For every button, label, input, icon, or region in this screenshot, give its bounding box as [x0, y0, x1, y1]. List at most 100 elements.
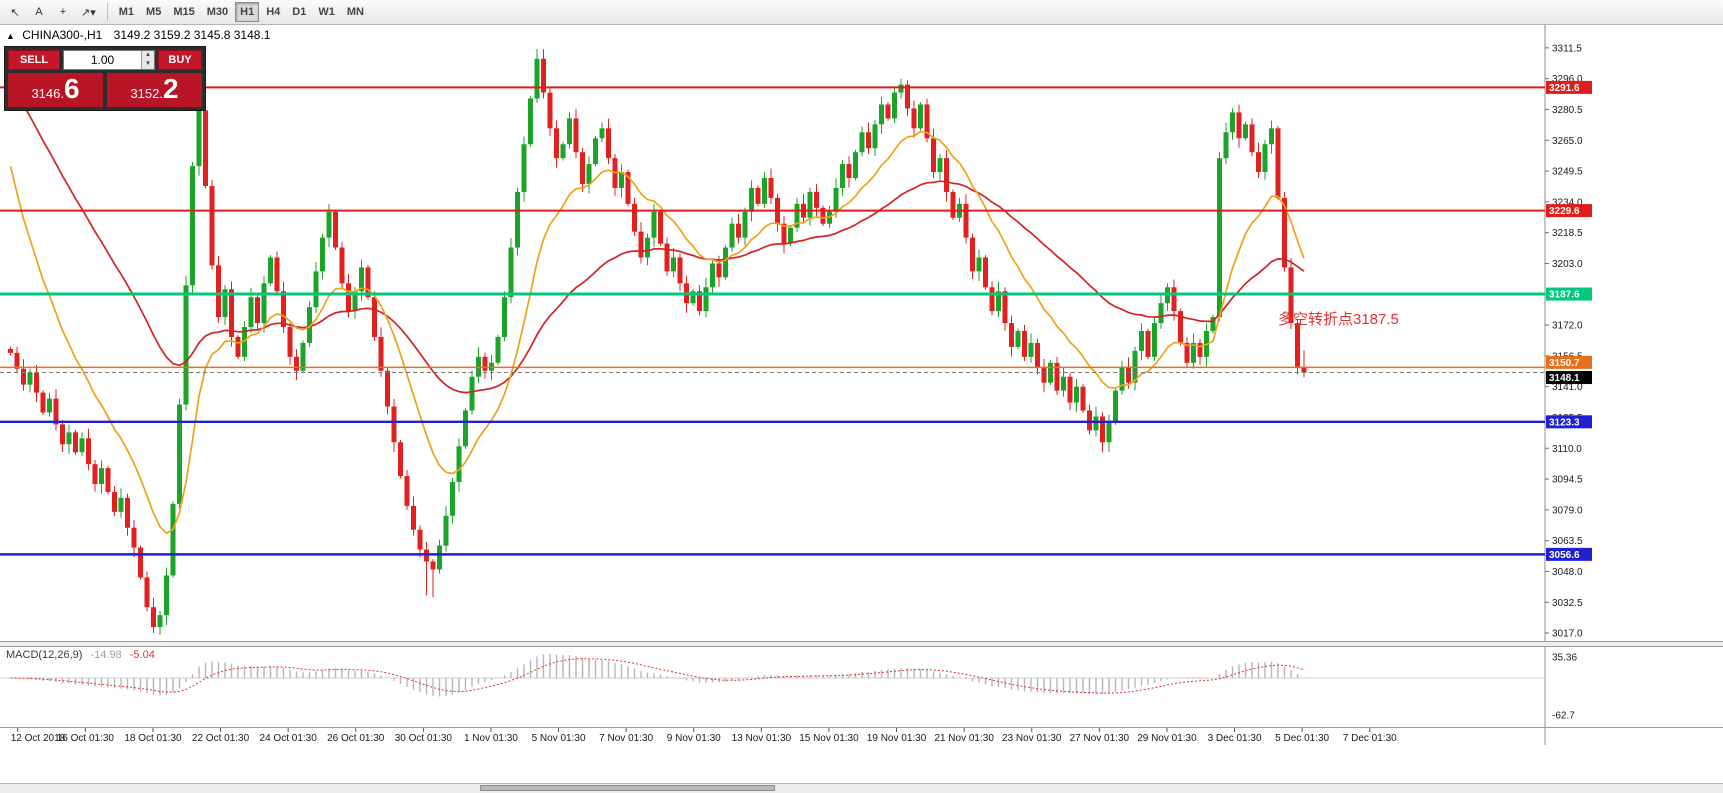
sell-price-big-digit: 6: [63, 73, 80, 104]
candle: [450, 477, 455, 524]
price-axis[interactable]: 3311.5 3296.0 3280.5 3265.0 3249.5 3234.0 3218…: [1544, 25, 1583, 745]
price-axis-label: 3280.5: [1552, 105, 1583, 116]
volume-spinner: ▴ ▾: [141, 51, 154, 69]
candle: [976, 249, 982, 281]
candle: [950, 189, 956, 221]
candle: [313, 261, 319, 314]
time-axis-label: 7 Dec 01:30: [1343, 733, 1397, 744]
crosshair-icon[interactable]: +: [52, 2, 74, 22]
candle: [749, 180, 754, 222]
volume-up-button[interactable]: ▴: [142, 51, 154, 60]
price-tag: 3187.6: [1546, 287, 1592, 301]
candle: [463, 408, 468, 449]
candle: [820, 205, 826, 227]
candle: [99, 460, 104, 494]
candle: [1158, 293, 1164, 330]
bottom-scroll-area: [0, 783, 1723, 793]
candle: [1217, 152, 1222, 322]
svg-text:3150.7: 3150.7: [1549, 358, 1580, 369]
time-axis-label: 18 Oct 01:30: [124, 733, 182, 744]
timeframe-mn-button[interactable]: MN: [342, 2, 369, 22]
candle: [1230, 108, 1235, 141]
candle: [352, 287, 358, 319]
timeframe-m30-button[interactable]: M30: [202, 2, 233, 22]
candle: [417, 525, 423, 558]
price-axis-label: 3048.0: [1552, 567, 1583, 578]
volume-input[interactable]: 1.00 ▴ ▾: [63, 50, 155, 70]
price-axis-label: 3203.0: [1552, 259, 1583, 270]
one-click-collapse-icon[interactable]: ▲: [6, 31, 15, 41]
candle: [34, 364, 39, 403]
candle: [1178, 308, 1183, 346]
text-label-icon[interactable]: A: [28, 2, 50, 22]
time-axis-label: 7 Nov 01:30: [599, 733, 653, 744]
volume-down-button[interactable]: ▾: [142, 60, 154, 69]
symbol-ohlc-values: 3149.2 3159.2 3145.8 3148.1: [113, 28, 271, 42]
candle: [339, 241, 345, 288]
symbol-info: ▲ CHINA300-,H1 3149.2 3159.2 3145.8 3148…: [6, 28, 270, 42]
buy-price-display[interactable]: 3152. 2: [107, 73, 202, 107]
buy-button[interactable]: BUY: [158, 50, 202, 70]
candle: [632, 197, 637, 236]
candle: [456, 438, 462, 492]
panel-divider[interactable]: [0, 641, 1723, 647]
candle: [157, 610, 163, 635]
candle: [534, 48, 540, 103]
candle: [1256, 142, 1261, 179]
candle: [1035, 338, 1040, 375]
svg-text:3291.6: 3291.6: [1549, 83, 1580, 94]
timeframe-d1-button[interactable]: D1: [287, 2, 311, 22]
timeframe-h4-button[interactable]: H4: [261, 2, 285, 22]
price-axis-label: 3296.0: [1552, 74, 1583, 85]
price-tag: 3150.7: [1546, 355, 1592, 369]
chart-area[interactable]: 3311.5 3296.0 3280.5 3265.0 3249.5 3234.0 3218…: [0, 25, 1723, 783]
cursor-icon[interactable]: ↖: [4, 2, 26, 22]
timeframe-w1-button[interactable]: W1: [313, 2, 340, 22]
timeframe-m15-button[interactable]: M15: [168, 2, 199, 22]
sell-price-display[interactable]: 3146. 6: [8, 73, 103, 107]
candle: [762, 172, 767, 209]
candle: [1145, 328, 1151, 360]
candle: [560, 141, 566, 161]
candle: [528, 96, 533, 147]
candle: [1223, 122, 1229, 165]
candle: [1152, 317, 1157, 362]
time-axis-label: 12 Oct 2018: [11, 733, 66, 744]
timeframe-button-group: M1 M5 M15 M30 H1 H4 D1 W1 MN: [113, 2, 370, 22]
candle: [859, 126, 865, 157]
candle: [1191, 333, 1196, 369]
price-axis-label: 3218.5: [1552, 228, 1583, 239]
candle: [196, 98, 202, 176]
candle: [521, 136, 527, 202]
macd-label: MACD(12,26,9) -14.98 -5.04: [6, 649, 155, 661]
toolbar-icon-group: ↖ A + ↗▾: [3, 2, 102, 22]
candle: [1236, 104, 1242, 148]
candle: [170, 501, 176, 578]
candle: [112, 486, 117, 517]
sell-button[interactable]: SELL: [8, 50, 60, 70]
trade-panel-controls: SELL 1.00 ▴ ▾ BUY: [8, 50, 202, 70]
candle: [92, 459, 98, 492]
shapes-dropdown-icon[interactable]: ↗▾: [76, 2, 101, 22]
candle: [47, 392, 52, 417]
candle: [1028, 333, 1034, 363]
timeframe-m5-button[interactable]: M5: [141, 2, 166, 22]
candle: [73, 429, 78, 455]
price-axis-label: 3265.0: [1552, 136, 1583, 147]
candle: [937, 153, 943, 180]
candle: [515, 187, 520, 256]
candle: [320, 233, 325, 280]
candle: [593, 135, 598, 167]
timeframe-m1-button[interactable]: M1: [114, 2, 139, 22]
timeframe-h1-button[interactable]: H1: [235, 2, 260, 22]
candle: [1119, 360, 1125, 395]
candle: [697, 285, 702, 316]
horizontal-scrollbar[interactable]: [480, 785, 775, 791]
candle: [1100, 412, 1105, 453]
chart-svg[interactable]: 3311.5 3296.0 3280.5 3265.0 3249.5 3234.0 3218…: [0, 25, 1723, 745]
candle: [879, 96, 884, 134]
candle: [131, 519, 137, 558]
candle: [703, 277, 709, 318]
candle: [1080, 384, 1086, 413]
